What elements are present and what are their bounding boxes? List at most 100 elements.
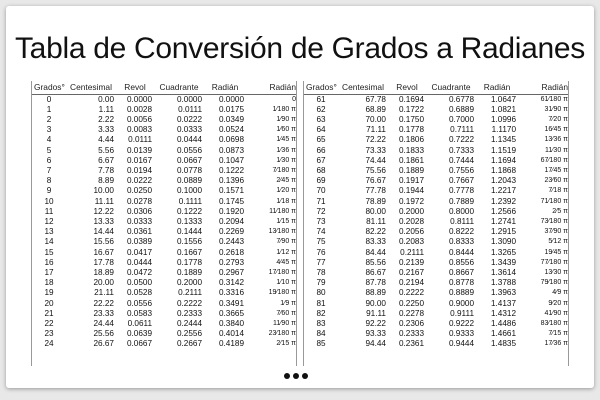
cell-centesimal: 81.11 bbox=[366, 216, 386, 226]
cell-cuadrante: 0.7333 bbox=[448, 145, 474, 155]
cell-radian: 0.3840 bbox=[218, 318, 244, 328]
table-row: 24 26.67 0.0667 0.2667 0.4189 2⁄15 π bbox=[32, 339, 296, 349]
cell-grados: 77 bbox=[316, 257, 326, 267]
cell-radian-pi: 9⁄20 π bbox=[548, 299, 568, 307]
cell-revol: 0.0472 bbox=[126, 267, 152, 277]
cell-cuadrante: 0.6778 bbox=[448, 94, 474, 104]
cell-revol: 0.0056 bbox=[126, 114, 152, 124]
more-pages-indicator[interactable] bbox=[282, 366, 309, 382]
cell-cuadrante: 0.8444 bbox=[448, 247, 474, 257]
cell-revol: 0.0139 bbox=[126, 145, 152, 155]
cell-revol: 0.2278 bbox=[398, 308, 424, 318]
table-row: 4 4.44 0.0111 0.0444 0.0698 1⁄45 π bbox=[32, 135, 296, 145]
cell-centesimal: 74.44 bbox=[365, 155, 387, 165]
cell-radian-pi: 11⁄30 π bbox=[545, 146, 568, 154]
cell-radian: 0.0349 bbox=[218, 114, 244, 124]
table-row: 14 15.56 0.0389 0.1556 0.2443 7⁄90 π bbox=[32, 237, 296, 247]
cell-radian: 0.0524 bbox=[218, 125, 244, 135]
cell-revol: 0.0389 bbox=[126, 237, 152, 247]
cell-grados: 79 bbox=[316, 278, 326, 288]
cell-radian: 1.0821 bbox=[490, 104, 516, 114]
cell-centesimal: 78.89 bbox=[365, 196, 387, 206]
cell-revol: 0.0444 bbox=[126, 257, 152, 267]
cell-grados: 82 bbox=[316, 308, 326, 318]
cell-centesimal: 17.78 bbox=[93, 257, 115, 267]
cell-radian-pi: 17⁄180 π bbox=[268, 268, 296, 276]
cell-radian: 1.1170 bbox=[491, 125, 516, 135]
cell-grados: 2 bbox=[46, 114, 52, 124]
cell-revol: 0.0000 bbox=[126, 94, 152, 104]
cell-centesimal: 83.33 bbox=[365, 237, 387, 247]
cell-radian-pi: 7⁄18 π bbox=[548, 187, 568, 195]
cell-revol: 0.2028 bbox=[398, 216, 424, 226]
cell-revol: 0.0500 bbox=[126, 278, 152, 288]
table-header-row: Grados° Centesimal Revol Cuadrante Radiá… bbox=[32, 81, 296, 95]
cell-grados: 3 bbox=[46, 125, 52, 135]
table-row: 61 67.78 0.1694 0.6778 1.0647 61⁄180 π bbox=[304, 94, 568, 105]
cell-centesimal: 76.67 bbox=[365, 176, 387, 186]
cell-centesimal: 80.00 bbox=[365, 206, 387, 216]
table-row: 68 75.56 0.1889 0.7556 1.1868 17⁄45 π bbox=[304, 165, 568, 176]
cell-centesimal: 26.67 bbox=[93, 339, 115, 349]
cell-cuadrante: 0.1111 bbox=[178, 196, 202, 206]
col-header-radian: Radián bbox=[204, 81, 246, 95]
cell-cuadrante: 0.7111 bbox=[450, 125, 474, 135]
cell-cuadrante: 0.8111 bbox=[450, 216, 474, 226]
table-row: 21 23.33 0.0583 0.2333 0.3665 7⁄60 π bbox=[32, 309, 296, 319]
cell-cuadrante: 0.1556 bbox=[176, 237, 202, 247]
cell-grados: 71 bbox=[316, 196, 326, 206]
cell-cuadrante: 0.7000 bbox=[448, 114, 474, 124]
cell-cuadrante: 0.0111 bbox=[178, 104, 202, 114]
cell-cuadrante: 0.0667 bbox=[176, 155, 202, 165]
table-row: 79 87.78 0.2194 0.8778 1.3788 79⁄180 π bbox=[304, 278, 568, 288]
cell-grados: 76 bbox=[316, 247, 326, 257]
cell-revol: 0.0194 bbox=[126, 165, 152, 175]
cell-revol: 0.2111 bbox=[400, 247, 424, 257]
cell-radian: 0.0000 bbox=[218, 94, 244, 104]
cell-centesimal: 14.44 bbox=[93, 227, 115, 237]
cell-radian-pi: 31⁄90 π bbox=[544, 105, 568, 113]
table-row: 80 88.89 0.2222 0.8889 1.3963 4⁄9 π bbox=[304, 288, 568, 298]
cell-radian: 0.0175 bbox=[218, 104, 244, 114]
col-header-radian: Radián bbox=[476, 81, 518, 95]
cell-radian-pi: 41⁄90 π bbox=[544, 309, 568, 317]
cell-cuadrante: 0.9444 bbox=[448, 339, 474, 349]
table-row: 76 84.44 0.2111 0.8444 1.3265 19⁄45 π bbox=[304, 247, 568, 258]
cell-radian: 1.1868 bbox=[490, 165, 516, 175]
cell-centesimal: 22.22 bbox=[93, 298, 115, 308]
cell-grados: 62 bbox=[316, 104, 326, 114]
cell-revol: 0.0556 bbox=[126, 298, 152, 308]
table-row: 83 92.22 0.2306 0.9222 1.4486 83⁄180 π bbox=[304, 318, 568, 329]
table-row: 78 86.67 0.2167 0.8667 1.3614 13⁄30 π bbox=[304, 268, 568, 278]
cell-radian-pi: 77⁄180 π bbox=[540, 258, 568, 266]
cell-radian-pi: 1⁄30 π bbox=[276, 156, 296, 164]
cell-cuadrante: 0.9000 bbox=[448, 298, 474, 308]
table-row: 71 78.89 0.1972 0.7889 1.2392 71⁄180 π bbox=[304, 196, 568, 207]
table-row: 6 6.67 0.0167 0.0667 0.1047 1⁄30 π bbox=[32, 155, 296, 166]
conversion-table-right: Grados° Centesimal Revol Cuadrante Radiá… bbox=[303, 81, 569, 366]
cell-grados: 85 bbox=[316, 339, 326, 349]
col-header-cuadrante: Cuadrante bbox=[426, 81, 476, 95]
cell-radian-pi: 17⁄36 π bbox=[544, 340, 568, 348]
cell-cuadrante: 0.0444 bbox=[176, 135, 202, 145]
cell-cuadrante: 0.8556 bbox=[448, 257, 474, 267]
cell-radian-pi: 16⁄45 π bbox=[544, 126, 568, 134]
cell-centesimal: 82.22 bbox=[365, 227, 387, 237]
cell-radian: 0.2094 bbox=[218, 216, 244, 226]
table-row: 10 11.11 0.0278 0.1111 0.1745 1⁄18 π bbox=[32, 196, 296, 207]
cell-revol: 0.2083 bbox=[398, 237, 424, 247]
cell-radian-pi: 13⁄30 π bbox=[544, 268, 568, 276]
table-row: 74 82.22 0.2056 0.8222 1.2915 37⁄90 π bbox=[304, 227, 568, 237]
cell-radian-pi: 7⁄20 π bbox=[548, 115, 568, 123]
cell-revol: 0.0333 bbox=[126, 216, 152, 226]
cell-radian: 0.1571 bbox=[218, 186, 244, 196]
cell-radian-pi: 23⁄60 π bbox=[544, 177, 568, 185]
cell-centesimal: 92.22 bbox=[365, 318, 387, 328]
cell-radian: 1.3439 bbox=[490, 257, 516, 267]
cell-grados: 5 bbox=[46, 145, 52, 155]
cell-centesimal: 67.78 bbox=[365, 94, 387, 104]
cell-grados: 66 bbox=[316, 145, 326, 155]
table-row: 0 0.00 0.0000 0.0000 0.0000 0 bbox=[32, 94, 296, 105]
cell-cuadrante: 0.1444 bbox=[176, 227, 202, 237]
cell-cuadrante: 0.2000 bbox=[176, 278, 202, 288]
